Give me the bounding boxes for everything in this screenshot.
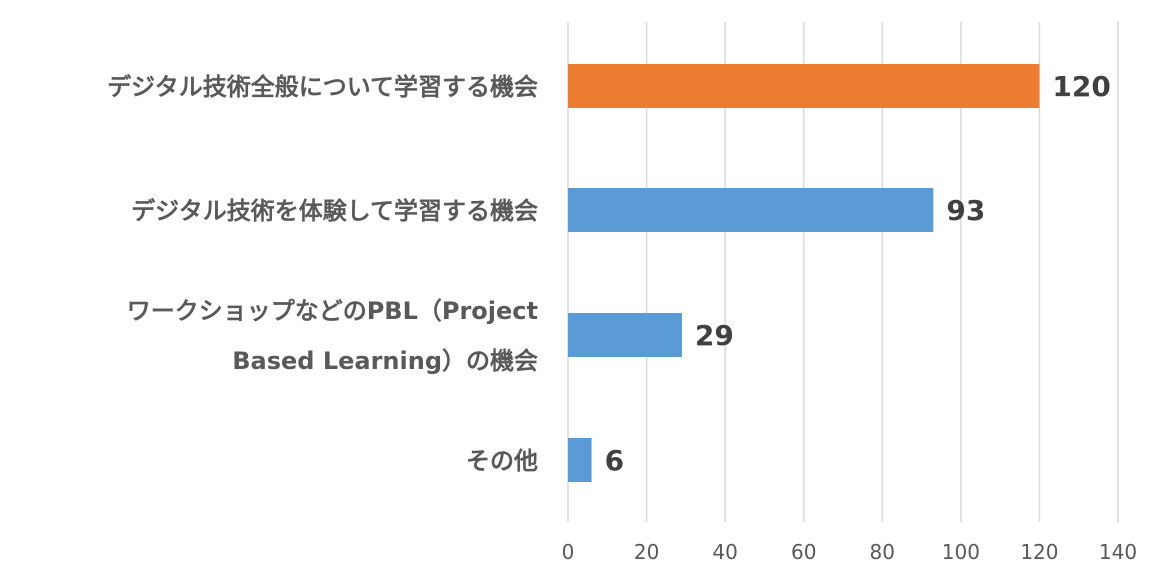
data-label: 93 — [946, 194, 985, 227]
category-label: Based Learning）の機会 — [232, 347, 538, 375]
data-label: 29 — [695, 319, 734, 352]
bars — [568, 64, 1040, 482]
data-label: 120 — [1052, 70, 1110, 103]
category-label: ワークショップなどのPBL（Project — [127, 297, 538, 325]
x-tick-label: 100 — [942, 540, 980, 564]
bar — [568, 313, 682, 357]
x-tick-label: 80 — [870, 540, 895, 564]
bar — [568, 188, 934, 232]
x-tick-label: 140 — [1099, 540, 1137, 564]
x-tick-label: 20 — [634, 540, 659, 564]
x-tick-label: 120 — [1020, 540, 1058, 564]
bar — [568, 64, 1040, 108]
x-tick-label: 0 — [562, 540, 575, 564]
category-label: デジタル技術を体験して学習する機会 — [131, 197, 538, 225]
category-label: その他 — [466, 447, 538, 475]
data-labels: 120 93 29 6 — [605, 70, 1111, 477]
bar — [568, 438, 592, 482]
data-label: 6 — [605, 444, 624, 477]
category-labels: デジタル技術全般について学習する機会デジタル技術を体験して学習する機会ワークショ… — [107, 73, 538, 475]
x-tick-label: 40 — [712, 540, 737, 564]
x-tick-label: 60 — [791, 540, 816, 564]
category-label: デジタル技術全般について学習する機会 — [107, 73, 538, 101]
x-axis-ticks: 0 20 40 60 80 100 120 140 — [562, 540, 1137, 564]
